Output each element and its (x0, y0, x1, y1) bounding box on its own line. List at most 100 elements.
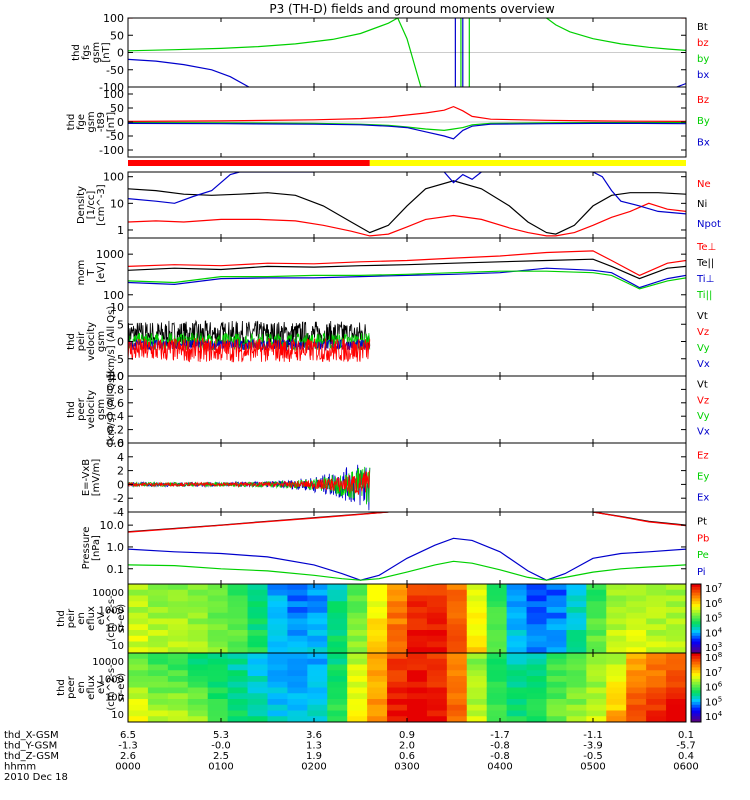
heatmap-cell (466, 699, 488, 706)
heatmap-cell (347, 676, 368, 683)
heatmap-cell (526, 612, 548, 620)
heatmap-cell (646, 693, 667, 700)
heatmap-cell (486, 595, 508, 602)
heatmap-cell (407, 589, 428, 597)
heatmap-cell (486, 693, 508, 700)
heatmap-cell (267, 687, 289, 694)
y-axis-label: eV (96, 612, 107, 625)
heatmap-cell (387, 681, 408, 689)
heatmap-cell (267, 658, 289, 666)
heatmap-cell (147, 641, 169, 648)
heatmap-cell (426, 716, 448, 722)
heatmap-cell (526, 653, 548, 660)
y-tick-label: 1000 (96, 248, 124, 261)
heatmap-cell (646, 670, 667, 677)
heatmap-cell (347, 624, 368, 631)
heatmap-cell (147, 687, 169, 694)
heatmap-cell (666, 716, 686, 722)
heatmap-cell (167, 612, 189, 620)
legend-entry: Vy (697, 343, 710, 354)
heatmap-cell (606, 624, 627, 631)
heatmap-cell (147, 612, 169, 620)
heatmap-cell (666, 676, 686, 683)
footer-value: 2.0 (399, 741, 415, 752)
colorbar-step (691, 598, 701, 602)
heatmap-cell (227, 681, 249, 689)
heatmap-cell (347, 681, 368, 689)
heatmap-cell (626, 653, 647, 660)
heatmap-cell (287, 647, 308, 653)
heatmap-cell (626, 641, 647, 648)
colorbar-step (691, 704, 701, 709)
y-axis-label: mom (76, 260, 87, 286)
y-axis-label: sr-eV) (116, 673, 127, 702)
heatmap-cell (606, 630, 627, 637)
heatmap-cell (147, 624, 169, 631)
heatmap-cell (347, 699, 368, 706)
heatmap-cell (267, 699, 289, 706)
heatmap-cell (466, 601, 488, 608)
heatmap-cell (486, 681, 508, 689)
heatmap-cell (407, 635, 428, 643)
heatmap-cell (426, 595, 448, 602)
heatmap-cell (327, 607, 348, 614)
heatmap-cell (367, 641, 388, 648)
heatmap-cell (267, 630, 289, 637)
footer-value: 1.3 (306, 741, 322, 752)
heatmap-cell (586, 641, 607, 648)
heatmap-cell (167, 584, 189, 591)
heatmap-cell (486, 647, 508, 653)
heatmap-cell (666, 635, 686, 643)
series-line-te (128, 250, 686, 277)
heatmap-cell (407, 664, 428, 671)
heatmap-cell (128, 624, 149, 631)
heatmap-cell (606, 607, 627, 614)
heatmap-cell (227, 589, 249, 597)
heatmap-cell (387, 584, 408, 591)
colorbar-step (691, 624, 701, 628)
heatmap-cell (367, 624, 388, 631)
heatmap-cell (207, 584, 229, 591)
heatmap-cell (227, 710, 249, 717)
heatmap-cell (207, 653, 229, 660)
heatmap-cell (207, 607, 229, 614)
heatmap-cell (546, 658, 568, 666)
heatmap-cell (486, 584, 508, 591)
heatmap-cell (167, 630, 189, 637)
series-line-pb (128, 512, 389, 533)
heatmap-cell (626, 595, 647, 602)
heatmap-cell (407, 612, 428, 620)
heatmap-cell (147, 676, 169, 683)
heatmap-cell (207, 630, 229, 637)
legend-entry: Vx (697, 426, 710, 437)
heatmap-cell (347, 589, 368, 597)
heatmap-cell (586, 664, 607, 671)
heatmap-cell (167, 699, 189, 706)
heatmap-cell (387, 607, 408, 614)
heatmap-cell (287, 618, 308, 625)
heatmap-cell (546, 687, 568, 694)
heatmap-cell (646, 589, 667, 597)
heatmap-cell (247, 595, 269, 602)
heatmap-cell (367, 653, 388, 660)
heatmap-cell (666, 681, 686, 689)
colorbar-step (691, 632, 701, 637)
heatmap-cell (526, 641, 548, 648)
heatmap-cell (426, 624, 448, 631)
heatmap-cell (347, 647, 368, 653)
heatmap-cell (128, 595, 149, 602)
heatmap-cell (526, 670, 548, 677)
y-axis-label: [nT] (106, 112, 117, 132)
heatmap-cell (367, 658, 388, 666)
y-tick-label: 0.4 (107, 410, 125, 423)
heatmap-cell (526, 681, 548, 689)
series-line-bx (676, 82, 686, 87)
series-line-by (546, 18, 686, 51)
heatmap-cell (128, 612, 149, 620)
heatmap-cell (586, 647, 607, 653)
heatmap-cell (307, 584, 328, 591)
heatmap-cell (426, 635, 448, 643)
heatmap-cell (407, 607, 428, 614)
heatmap-cell (626, 607, 647, 614)
heatmap-cell (666, 693, 686, 700)
